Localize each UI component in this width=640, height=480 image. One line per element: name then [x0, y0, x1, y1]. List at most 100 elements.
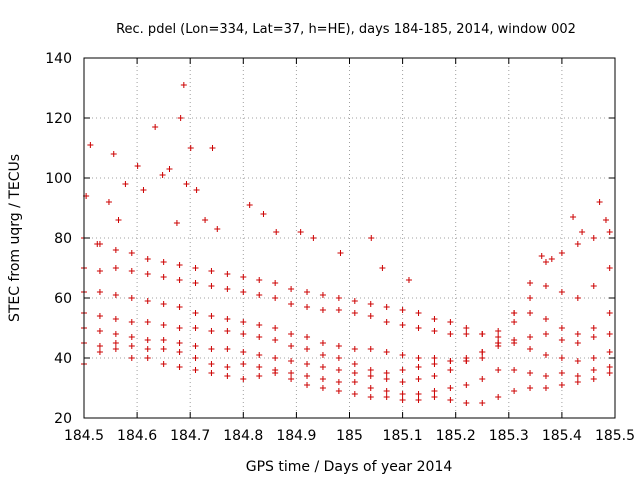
data-point — [112, 247, 119, 253]
data-point — [192, 310, 199, 316]
data-point — [367, 346, 374, 352]
data-point — [96, 328, 103, 334]
data-point — [176, 304, 183, 310]
data-point — [574, 373, 581, 379]
plot-frame — [83, 57, 616, 419]
data-point — [383, 388, 390, 394]
data-point — [527, 280, 534, 286]
data-point — [415, 391, 422, 397]
data-point — [479, 349, 486, 355]
data-point — [256, 334, 263, 340]
data-point — [273, 229, 280, 235]
data-point — [606, 229, 613, 235]
data-point — [159, 172, 166, 178]
y-axis-ticks: 20 40 60 80 100 120 140 — [45, 51, 615, 427]
data-point — [202, 217, 209, 223]
data-point — [463, 358, 470, 364]
data-point — [304, 382, 311, 388]
data-point — [128, 355, 135, 361]
data-point — [214, 226, 221, 232]
data-point — [208, 370, 215, 376]
data-point — [431, 316, 438, 322]
data-point — [272, 355, 279, 361]
data-point — [431, 355, 438, 361]
data-point — [431, 328, 438, 334]
data-point — [144, 298, 151, 304]
data-point — [193, 187, 200, 193]
data-point — [144, 319, 151, 325]
data-point — [479, 400, 486, 406]
data-point — [368, 235, 375, 241]
data-point — [160, 361, 167, 367]
data-point — [337, 250, 344, 256]
data-point — [495, 328, 502, 334]
y-tick-label: 100 — [45, 171, 72, 187]
data-point — [590, 367, 597, 373]
data-point — [128, 343, 135, 349]
data-point — [319, 340, 326, 346]
data-point — [224, 328, 231, 334]
data-point — [224, 346, 231, 352]
data-point — [187, 145, 194, 151]
data-point — [606, 331, 613, 337]
data-point — [246, 202, 253, 208]
data-point — [511, 337, 518, 343]
data-point — [606, 364, 613, 370]
data-point — [160, 274, 167, 280]
data-point — [447, 319, 454, 325]
data-point — [495, 334, 502, 340]
data-point — [367, 373, 374, 379]
data-point — [590, 235, 597, 241]
data-point — [144, 256, 151, 262]
data-point — [192, 325, 199, 331]
data-point — [558, 337, 565, 343]
data-point — [176, 262, 183, 268]
data-point — [319, 364, 326, 370]
data-point — [527, 370, 534, 376]
data-point — [351, 346, 358, 352]
data-point — [542, 316, 549, 322]
data-point — [495, 394, 502, 400]
data-point — [288, 286, 295, 292]
y-tick-label: 20 — [54, 411, 72, 427]
data-point — [415, 364, 422, 370]
data-point — [272, 367, 279, 373]
data-point — [574, 241, 581, 247]
data-point — [140, 187, 147, 193]
data-point — [367, 301, 374, 307]
data-point — [479, 376, 486, 382]
data-point — [260, 211, 267, 217]
data-point — [511, 319, 518, 325]
data-point — [542, 331, 549, 337]
data-point — [209, 145, 216, 151]
data-point — [383, 319, 390, 325]
data-point — [192, 280, 199, 286]
data-point — [319, 307, 326, 313]
data-point — [335, 355, 342, 361]
data-point — [558, 382, 565, 388]
x-tick-label: 185.4 — [542, 428, 582, 444]
data-point — [288, 370, 295, 376]
data-point — [224, 364, 231, 370]
data-point — [590, 325, 597, 331]
data-point — [351, 361, 358, 367]
data-point — [96, 268, 103, 274]
x-tick-label: 185.5 — [595, 428, 635, 444]
data-point — [527, 310, 534, 316]
data-point — [527, 295, 534, 301]
data-point — [112, 331, 119, 337]
data-point — [192, 367, 199, 373]
data-point — [176, 364, 183, 370]
data-point — [208, 328, 215, 334]
data-point — [160, 322, 167, 328]
data-point — [463, 382, 470, 388]
data-point — [304, 373, 311, 379]
x-tick-label: 184.8 — [223, 428, 263, 444]
data-point — [272, 337, 279, 343]
data-point — [574, 340, 581, 346]
data-point — [240, 376, 247, 382]
data-point — [351, 391, 358, 397]
data-point — [367, 394, 374, 400]
data-point — [542, 385, 549, 391]
data-point — [319, 352, 326, 358]
